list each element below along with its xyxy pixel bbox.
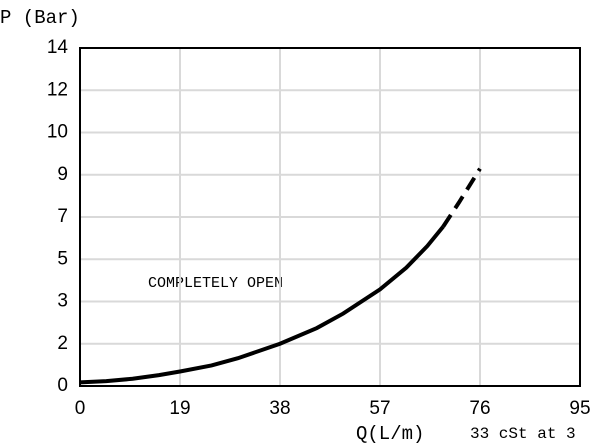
annotation: COMPLETELY OPEN xyxy=(148,275,283,292)
note: 33 cSt at 3 xyxy=(470,425,576,443)
x-tick-label: 57 xyxy=(369,398,390,419)
curve xyxy=(441,167,482,228)
x-axis-label: Q(L/m) xyxy=(356,423,424,445)
x-tick-label: 38 xyxy=(269,398,290,419)
x-tick-label: 0 xyxy=(75,398,86,419)
y-tick-label: 9 xyxy=(57,164,68,185)
curve xyxy=(79,225,445,385)
y-tick-label: 3 xyxy=(57,291,68,312)
y-tick-label: 10 xyxy=(47,122,68,143)
y-tick-label: 12 xyxy=(47,79,68,100)
x-tick-label: 19 xyxy=(169,398,190,419)
y-tick-label: 7 xyxy=(57,206,68,227)
x-tick-label: 95 xyxy=(569,398,590,419)
y-tick-label: 0 xyxy=(57,375,68,396)
y-tick-label: 2 xyxy=(57,333,68,354)
y-axis-label: P (Bar) xyxy=(0,7,80,29)
y-tick-label: 14 xyxy=(47,37,69,58)
y-tick-label: 5 xyxy=(57,248,68,269)
x-tick-label: 76 xyxy=(469,398,490,419)
plot-frame xyxy=(79,47,581,387)
